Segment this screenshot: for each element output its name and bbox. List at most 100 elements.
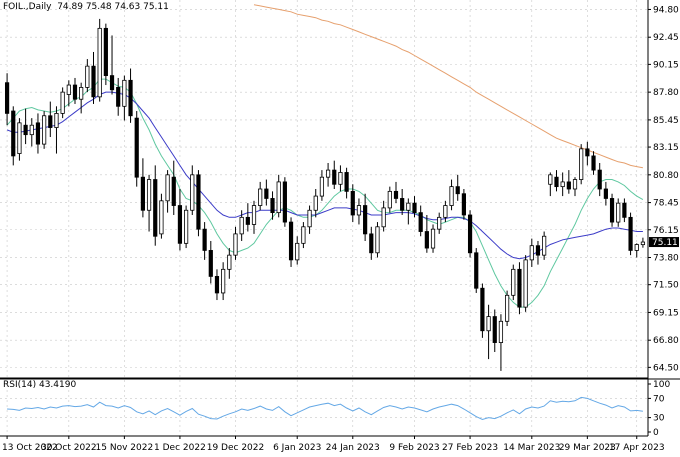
rsi-tick-label: 0	[653, 428, 659, 438]
candle-body	[387, 190, 392, 209]
chart-header: FOIL.,Daily 74.89 75.48 74.63 75.11	[3, 2, 169, 12]
candle-body	[270, 198, 275, 214]
candle-body	[307, 209, 312, 228]
y-tick-label: 85.45	[653, 116, 679, 126]
candle-body	[128, 79, 133, 117]
candle-body	[400, 198, 405, 211]
candle-body	[480, 287, 485, 332]
current-price-label: 75.11	[652, 238, 678, 248]
candle-body	[554, 176, 559, 188]
candle-body	[356, 205, 362, 216]
rsi-value: 43.4190	[38, 380, 77, 390]
candle-body	[486, 316, 491, 332]
candle-body	[42, 115, 47, 145]
candle-body	[116, 87, 121, 107]
open-value: 74.89	[57, 2, 83, 12]
candle-body	[17, 122, 22, 154]
candle-body	[535, 245, 541, 256]
candle-body	[393, 190, 399, 199]
candle-body	[369, 233, 374, 254]
candle-body	[350, 190, 355, 216]
candle-body	[572, 179, 578, 190]
candle-body	[424, 231, 429, 249]
candle-body	[591, 155, 596, 171]
candle-body	[103, 27, 108, 77]
candle-body	[146, 179, 152, 211]
candle-body	[449, 186, 454, 206]
candle-body	[443, 205, 448, 218]
candle-body	[208, 250, 213, 277]
candle-body	[295, 242, 300, 261]
x-tick-label: 27 Feb 2023	[442, 443, 498, 453]
candle-body	[214, 276, 220, 294]
candle-body	[406, 202, 411, 211]
candle-body	[560, 181, 565, 188]
rsi-label: RSI(14)	[3, 380, 37, 390]
candle-body	[381, 207, 386, 228]
candle-body	[375, 226, 380, 254]
x-tick-label: 30 Oct 2022	[41, 443, 97, 453]
candle-body	[288, 221, 294, 261]
candle-body	[332, 169, 337, 185]
candle-body	[91, 65, 96, 98]
candle-body	[60, 91, 65, 114]
candle-body	[109, 75, 115, 91]
candle-body	[196, 174, 201, 230]
symbol-label: FOIL.	[3, 2, 26, 12]
x-tick-label: 13 Oct 2022	[2, 443, 58, 453]
candle-body	[66, 84, 71, 95]
candle-body	[153, 179, 158, 237]
candle-body	[325, 169, 331, 178]
candle-body	[634, 244, 639, 251]
candle-body	[221, 268, 226, 294]
candle-body	[233, 233, 238, 256]
y-tick-label: 66.80	[653, 336, 679, 346]
candle-body	[616, 202, 621, 223]
candle-body	[566, 181, 571, 190]
candle-body	[622, 202, 627, 218]
y-tick-label: 83.15	[653, 143, 679, 153]
candle-body	[437, 216, 442, 230]
candle-body	[72, 84, 78, 100]
rsi-line	[7, 396, 643, 421]
candle-body	[597, 169, 602, 190]
rsi-tick-label: 100	[653, 380, 670, 390]
y-tick-label: 80.80	[653, 171, 679, 181]
x-tick-label: 14 Mar 2023	[503, 443, 560, 453]
x-tick-label: 19 Dec 2022	[207, 443, 265, 453]
candle-body	[319, 176, 325, 197]
candle-body	[492, 316, 497, 343]
candle-body	[11, 110, 16, 157]
candle-body	[251, 205, 257, 225]
timeframe-label: Daily	[28, 2, 52, 12]
candle-body	[430, 228, 436, 249]
candle-body	[54, 113, 59, 128]
candle-body	[603, 188, 608, 199]
y-tick-label: 69.15	[653, 308, 679, 318]
candle-body	[264, 188, 269, 199]
y-tick-label: 76.15	[653, 226, 679, 236]
candle-body	[245, 216, 250, 225]
candle-body	[48, 115, 53, 128]
candle-body	[97, 27, 102, 98]
ma-line-ma-slow	[253, 4, 643, 169]
candle-body	[177, 205, 183, 244]
candle-body	[4, 82, 10, 114]
candle-body	[159, 200, 164, 235]
candle-body	[474, 252, 479, 289]
ma-line-ma-mid	[6, 91, 643, 260]
candle-body	[239, 216, 244, 235]
candle-body	[640, 241, 646, 246]
candle-body	[301, 226, 306, 244]
candle-body	[202, 228, 207, 251]
candle-body	[412, 202, 417, 214]
x-tick-label: 29 Mar 2023	[559, 443, 616, 453]
candle-body	[461, 193, 466, 216]
x-tick-label: 15 Nov 2022	[96, 443, 154, 453]
candle-body	[344, 172, 349, 192]
candle-body	[542, 235, 547, 256]
candle-body	[190, 174, 195, 211]
candle-body	[29, 124, 34, 136]
